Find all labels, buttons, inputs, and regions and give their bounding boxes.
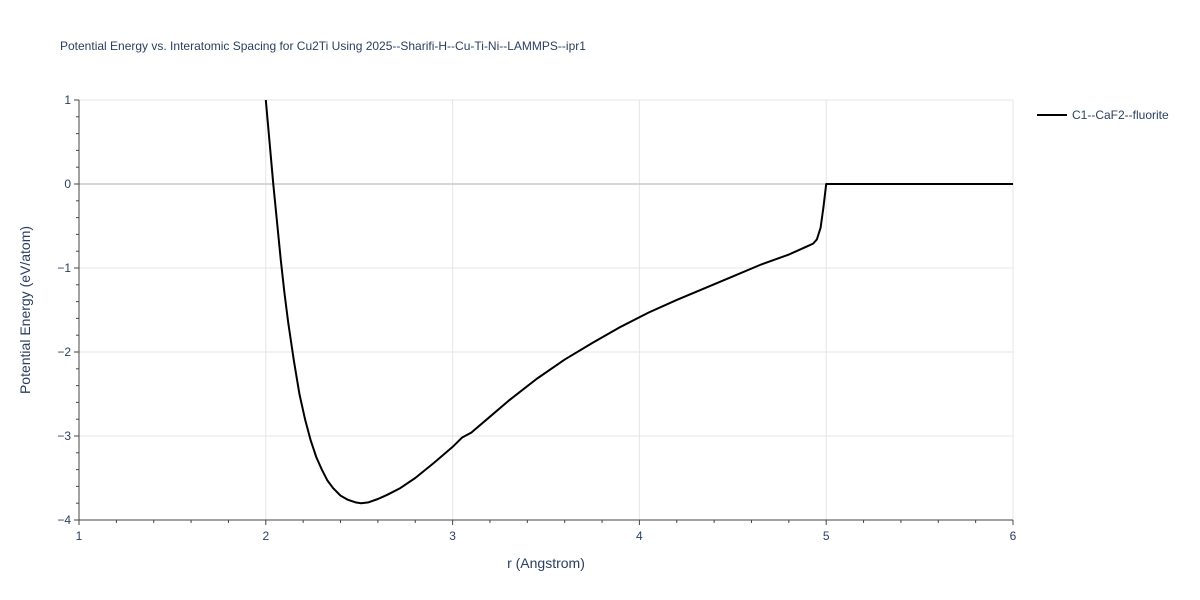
plot-area [264, 99, 1013, 505]
y-tick-label: −4 [57, 513, 71, 527]
y-axis-label: Potential Energy (eV/atom) [17, 226, 33, 394]
y-tick-label: −2 [57, 345, 71, 359]
y-tick-label: −3 [57, 429, 71, 443]
legend[interactable]: C1--CaF2--fluorite [1037, 108, 1169, 122]
x-tick-label: 4 [636, 529, 643, 543]
x-tick-label: 1 [76, 529, 83, 543]
x-tick-label: 3 [449, 529, 456, 543]
y-tick-label: 0 [64, 177, 71, 191]
y-tick-label: 1 [64, 93, 71, 107]
x-tick-label: 5 [823, 529, 830, 543]
tick-labels: 1 2 3 4 5 6 1 0 −1 −2 −3 −4 [57, 93, 1016, 543]
series-line [264, 99, 1013, 505]
chart-title: Potential Energy vs. Interatomic Spacing… [60, 39, 586, 53]
y-tick-label: −1 [57, 261, 71, 275]
x-tick-label: 6 [1010, 529, 1017, 543]
legend-label: C1--CaF2--fluorite [1072, 108, 1169, 122]
axes [74, 99, 1014, 525]
grid [79, 99, 1014, 520]
x-axis-label: r (Angstrom) [507, 555, 585, 571]
x-tick-label: 2 [262, 529, 269, 543]
